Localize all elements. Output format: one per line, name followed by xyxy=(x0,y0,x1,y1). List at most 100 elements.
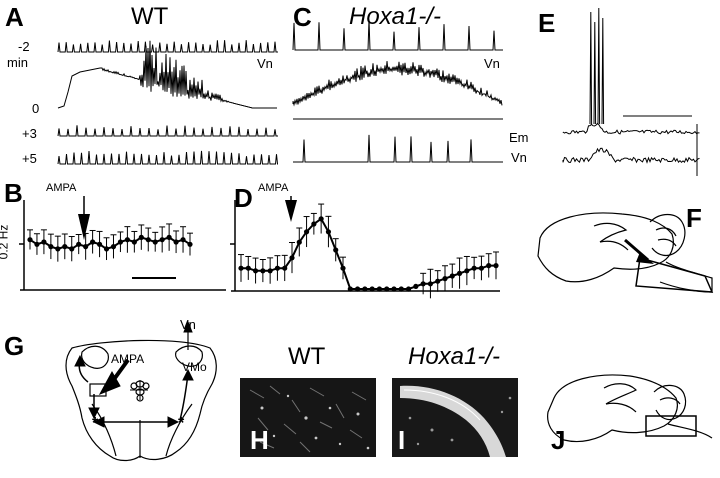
label-vn-e: Vn xyxy=(511,150,527,165)
plot-d-point xyxy=(340,265,346,271)
plot-d-point xyxy=(238,265,244,271)
panel-label-g: G xyxy=(4,331,25,361)
plot-d-point xyxy=(282,265,288,271)
plot-d-point xyxy=(354,286,361,292)
trace-c-top xyxy=(292,19,503,51)
ampa-arrow-d xyxy=(285,196,297,222)
plot-d-point xyxy=(384,286,390,292)
trace-e-vn xyxy=(562,147,700,164)
plot-d-point xyxy=(369,286,375,292)
plot-d-point xyxy=(413,283,419,289)
plot-d-point xyxy=(493,263,499,269)
label-vn-c: Vn xyxy=(484,56,500,71)
micrograph-hoxa1 xyxy=(392,378,518,457)
label-yaxis-b: 0.2 Hz xyxy=(0,224,11,260)
label-vmo-g: VMo xyxy=(182,360,207,374)
rate-plots xyxy=(19,200,500,299)
label-ampa-g: AMPA xyxy=(111,352,145,366)
trace-e-em xyxy=(562,122,700,135)
panel-label-c: C xyxy=(293,2,312,32)
plot-d-point xyxy=(296,239,302,245)
plot-d-point xyxy=(362,286,368,292)
asterisk-right: * xyxy=(178,415,185,432)
plot-d-point xyxy=(464,268,470,274)
trace-c-middle xyxy=(292,61,503,107)
brainstem-schematic-g xyxy=(65,339,217,462)
plot-d-point xyxy=(260,268,266,274)
plot-b-point xyxy=(55,246,61,252)
title-wt-bottom: WT xyxy=(288,343,326,370)
plot-b-point xyxy=(41,239,47,245)
trace-a-minus2 xyxy=(57,40,278,53)
panel-label-e: E xyxy=(538,8,556,38)
plot-b-point xyxy=(48,244,54,250)
plot-d-point xyxy=(478,265,485,271)
panel-label-d: D xyxy=(234,183,253,213)
label-vn-a: Vn xyxy=(257,56,273,71)
panel-label-j: J xyxy=(551,425,566,455)
plot-d-point xyxy=(442,276,448,282)
plot-b-point xyxy=(145,237,151,243)
plot-b-point xyxy=(83,244,89,250)
plot-d-point xyxy=(318,216,324,222)
plot-d-line xyxy=(241,217,496,290)
plot-b-point xyxy=(34,241,40,247)
plot-b-point xyxy=(76,241,82,247)
panel-label-i: I xyxy=(398,425,406,455)
plot-b-point xyxy=(110,244,117,250)
plot-d-point xyxy=(267,268,273,274)
plot-b-line xyxy=(29,236,191,251)
plot-d-point xyxy=(471,265,477,271)
panel-label-h: H xyxy=(250,425,269,455)
plot-d-point xyxy=(325,229,332,235)
plot-d-point xyxy=(486,263,492,269)
pathway-arrows-g xyxy=(74,320,194,428)
label-ampa-b: AMPA xyxy=(46,182,77,194)
label-zero: 0 xyxy=(32,101,40,116)
plot-b-point xyxy=(69,246,75,252)
trace-e-spikes xyxy=(589,7,605,125)
plot-b-point xyxy=(173,239,179,245)
label-ampa-d: AMPA xyxy=(258,182,289,194)
trace-a-zero xyxy=(57,40,277,109)
label-plus3: +3 xyxy=(22,126,37,141)
plot-d-point xyxy=(245,265,251,271)
plot-b-point xyxy=(27,237,33,243)
panel-label-a: A xyxy=(5,2,24,32)
micrograph-wt-texture xyxy=(240,378,376,457)
label-vn-g: Vn xyxy=(180,317,196,332)
arrow-f xyxy=(624,238,654,264)
voltage-traces xyxy=(57,7,700,165)
plot-d-point xyxy=(252,268,259,274)
plot-d-point xyxy=(333,247,339,253)
plot-b xyxy=(19,200,226,291)
panel-label-f: F xyxy=(686,203,702,233)
asterisk-left: * xyxy=(92,415,99,432)
plot-b-point xyxy=(131,239,137,245)
plot-d-point xyxy=(435,278,441,284)
plot-d-point xyxy=(376,286,383,292)
label-minus2: -2 xyxy=(18,39,30,54)
micrograph-wt xyxy=(240,378,376,457)
plot-b-point xyxy=(124,237,130,243)
plot-d-point xyxy=(449,273,455,279)
plot-d-point xyxy=(427,281,434,287)
micrograph-hoxa1-texture xyxy=(392,378,518,457)
plot-d-point xyxy=(456,270,463,276)
title-hoxa1-top: Hoxa1-/- xyxy=(349,3,442,30)
title-wt-top: WT xyxy=(131,3,169,30)
title-hoxa1-bottom: Hoxa1-/- xyxy=(408,343,501,370)
plot-d-point xyxy=(303,229,310,235)
plot-d-point xyxy=(420,281,426,287)
trace-c-bottom xyxy=(293,134,503,163)
plot-d-point xyxy=(347,286,353,292)
plot-d-point xyxy=(289,255,295,261)
plot-d-point xyxy=(391,286,397,292)
trace-a-plus3 xyxy=(57,125,278,137)
plot-b-point xyxy=(62,244,68,250)
plot-b-point xyxy=(159,237,165,243)
plot-d xyxy=(230,200,500,299)
panel-label-b: B xyxy=(4,178,23,208)
plot-d-point xyxy=(274,265,281,271)
